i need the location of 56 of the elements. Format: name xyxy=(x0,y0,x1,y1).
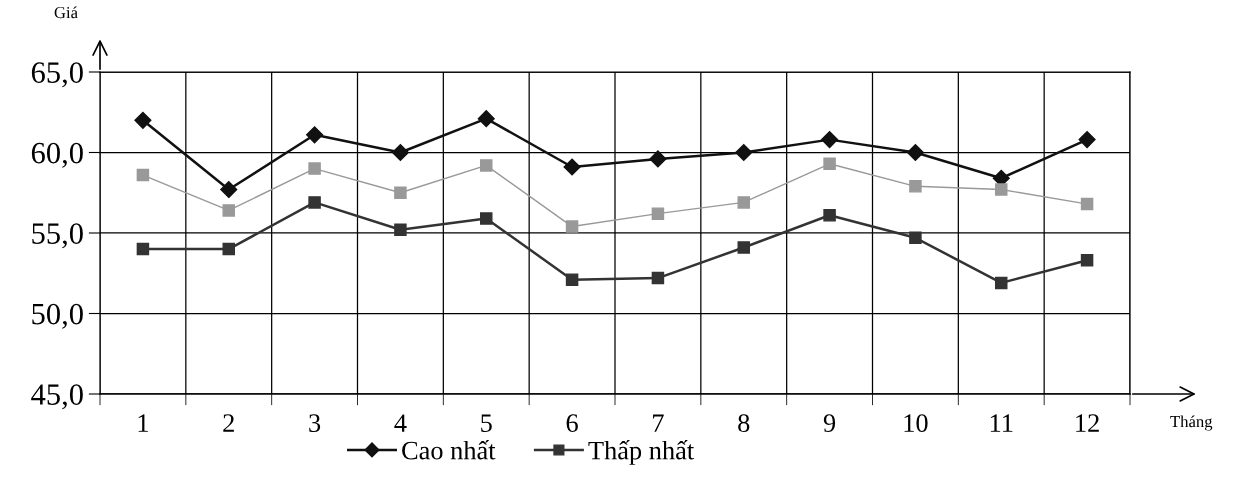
x-tick-label: 3 xyxy=(309,414,321,433)
y-tick-label: 50,0 xyxy=(32,303,83,329)
legend-label: Cao nhất xyxy=(402,440,496,460)
point xyxy=(909,180,922,193)
point xyxy=(479,159,493,172)
point xyxy=(394,223,407,237)
point xyxy=(394,186,407,200)
point xyxy=(649,150,667,168)
point xyxy=(737,241,751,254)
point xyxy=(220,180,238,199)
point xyxy=(134,111,152,129)
x-tick-label: 11 xyxy=(990,414,1013,432)
point xyxy=(565,273,579,286)
point xyxy=(737,196,751,209)
x-tick-label: 9 xyxy=(823,414,836,433)
point xyxy=(735,143,753,162)
point xyxy=(222,204,236,217)
point xyxy=(222,242,236,256)
legend-label: Thấp nhất xyxy=(588,440,695,465)
point xyxy=(909,231,922,245)
x-tick-label: 2 xyxy=(223,414,234,432)
point xyxy=(651,207,665,220)
y-tick-label: 55,0 xyxy=(32,223,83,249)
point xyxy=(308,162,321,175)
point xyxy=(906,143,924,162)
point xyxy=(994,276,1008,290)
point xyxy=(477,110,495,128)
x-tick-label: 4 xyxy=(394,414,407,432)
point xyxy=(565,220,579,233)
x-tick-label: 12 xyxy=(1076,414,1099,432)
point xyxy=(306,126,324,144)
y-axis-title: Giá xyxy=(54,6,78,19)
point xyxy=(823,209,836,222)
y-tick-label: 60,0 xyxy=(31,142,83,168)
x-tick-label: 8 xyxy=(738,414,750,433)
y-tick-label: 65,0 xyxy=(31,62,83,88)
point xyxy=(994,183,1008,196)
x-tick-label: 5 xyxy=(481,414,492,433)
x-tick-label: 7 xyxy=(653,414,664,432)
point xyxy=(479,212,493,225)
point xyxy=(1080,254,1094,267)
y-tick-label: 45,0 xyxy=(31,384,83,410)
point xyxy=(136,168,150,182)
point xyxy=(1078,131,1096,149)
point xyxy=(1080,197,1094,211)
point xyxy=(823,157,836,171)
point xyxy=(308,196,321,209)
x-tick-label: 1 xyxy=(138,414,148,432)
point xyxy=(651,271,665,285)
x-tick-label: 6 xyxy=(566,414,578,433)
x-tick-label: 10 xyxy=(904,414,928,433)
point xyxy=(391,143,409,162)
point xyxy=(563,158,581,176)
x-axis-title: Tháng xyxy=(1170,415,1213,431)
point xyxy=(136,242,150,256)
point xyxy=(821,131,839,149)
